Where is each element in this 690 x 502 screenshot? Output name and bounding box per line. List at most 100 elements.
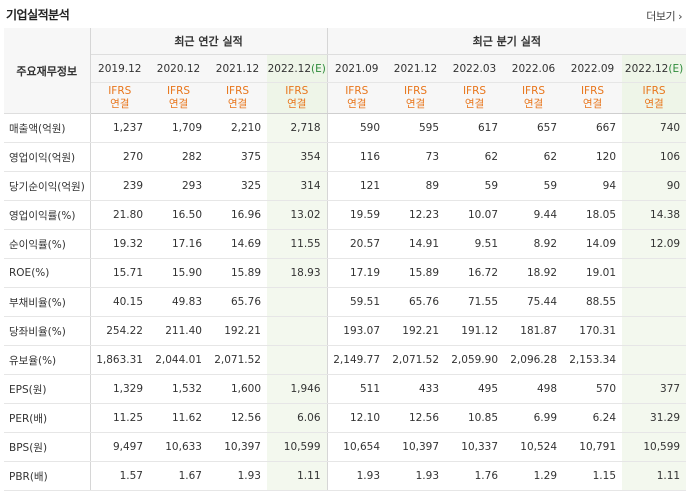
table-cell: 12.09 bbox=[622, 229, 687, 259]
table-cell: 121 bbox=[326, 171, 387, 201]
period-header: 2022.09 bbox=[563, 54, 623, 83]
table-cell: 62 bbox=[504, 142, 564, 172]
table-cell: 498 bbox=[504, 374, 564, 404]
table-cell: 377 bbox=[622, 374, 687, 404]
table-cell: 16.96 bbox=[208, 200, 267, 230]
table-cell bbox=[622, 345, 687, 375]
table-row: 당기순이익(억원) 239 293 325 314 121 89 59 59 94 90 bbox=[4, 171, 687, 201]
table-cell: 12.56 bbox=[386, 403, 446, 433]
table-cell: 11.55 bbox=[267, 229, 328, 259]
table-cell: 191.12 bbox=[445, 316, 505, 346]
table-cell: 1.11 bbox=[267, 461, 328, 491]
row-label: 당기순이익(억원) bbox=[4, 171, 91, 201]
basis-sub-label: 연결 bbox=[110, 98, 130, 110]
table-cell: 10,633 bbox=[149, 432, 208, 462]
basis-label: IFRS bbox=[642, 85, 666, 97]
table-cell: 354 bbox=[267, 142, 328, 172]
basis-sub-label: 연결 bbox=[405, 98, 426, 110]
table-cell: 73 bbox=[386, 142, 446, 172]
basis-header: IFRS 연결 bbox=[563, 82, 623, 114]
table-cell: 433 bbox=[386, 374, 446, 404]
period-label: 2021.09 bbox=[335, 62, 379, 75]
basis-label: IFRS bbox=[345, 85, 369, 97]
table-cell: 740 bbox=[622, 113, 687, 143]
basis-label: IFRS bbox=[580, 85, 605, 97]
table-cell: 31.29 bbox=[622, 403, 687, 433]
basis-label: IFRS bbox=[225, 85, 250, 97]
table-cell: 211.40 bbox=[149, 316, 208, 346]
table-cell: 10,599 bbox=[622, 432, 687, 462]
table-cell: 17.16 bbox=[149, 229, 208, 259]
row-label: 당좌비율(%) bbox=[4, 316, 91, 346]
table-cell: 62 bbox=[445, 142, 505, 172]
period-label: 2022.06 bbox=[511, 62, 556, 75]
table-cell: 9.44 bbox=[504, 200, 564, 230]
table-cell: 16.72 bbox=[445, 258, 505, 288]
table-cell bbox=[267, 287, 328, 317]
table-cell: 16.50 bbox=[149, 200, 208, 230]
section-header: 기업실적분석 더보기 › bbox=[0, 0, 690, 28]
basis-label: IFRS bbox=[285, 85, 309, 97]
table-cell: 657 bbox=[504, 113, 564, 143]
more-link[interactable]: 더보기 › bbox=[646, 8, 682, 24]
period-label: 2019.12 bbox=[98, 62, 142, 75]
table-cell: 106 bbox=[622, 142, 687, 172]
table-row: 유보율(%) 1,863.31 2,044.01 2,071.52 2,149.77 2,… bbox=[4, 345, 687, 375]
period-header: 2021.09 bbox=[326, 54, 387, 83]
basis-sub-label: 연결 bbox=[347, 98, 367, 110]
table-cell: 1.93 bbox=[208, 461, 267, 491]
period-label: 2021.12 bbox=[215, 62, 260, 75]
table-cell: 14.69 bbox=[208, 229, 267, 259]
period-header: 2021.12 bbox=[208, 54, 267, 83]
table-cell: 21.80 bbox=[90, 200, 149, 230]
period-header: 2022.03 bbox=[445, 54, 505, 83]
table-cell: 10.07 bbox=[445, 200, 505, 230]
table-cell: 116 bbox=[326, 142, 387, 172]
table-cell: 1.93 bbox=[386, 461, 446, 491]
table-row: ROE(%) 15.71 15.90 15.89 18.93 17.19 15.89 16.7… bbox=[4, 258, 687, 288]
table-cell: 1,237 bbox=[90, 113, 149, 143]
table-cell: 14.91 bbox=[386, 229, 446, 259]
table-cell: 2,059.90 bbox=[445, 345, 505, 375]
table-cell: 2,071.52 bbox=[386, 345, 446, 375]
table-cell: 10,397 bbox=[208, 432, 267, 462]
basis-label: IFRS bbox=[108, 85, 132, 97]
table-cell: 293 bbox=[149, 171, 208, 201]
period-label: 2022.09 bbox=[570, 62, 615, 75]
table-cell: 40.15 bbox=[90, 287, 149, 317]
table-cell: 49.83 bbox=[149, 287, 208, 317]
table-cell: 570 bbox=[563, 374, 623, 404]
period-label: 2022.12 bbox=[624, 62, 669, 75]
table-row: 매출액(억원) 1,237 1,709 2,210 2,718 590 595 617 657 6… bbox=[4, 113, 687, 143]
table-cell: 1.29 bbox=[504, 461, 564, 491]
table-cell: 65.76 bbox=[386, 287, 446, 317]
table-row: PER(배) 11.25 11.62 12.56 6.06 12.10 12.56 10.85… bbox=[4, 403, 687, 433]
table-cell: 1,532 bbox=[149, 374, 208, 404]
basis-header: IFRS 연결 bbox=[445, 82, 505, 114]
table-cell: 65.76 bbox=[208, 287, 267, 317]
period-header: 2022.06 bbox=[504, 54, 564, 83]
row-header-label: 주요재무정보 bbox=[4, 28, 91, 114]
period-header: 2021.12 bbox=[386, 54, 446, 83]
table-cell: 15.89 bbox=[386, 258, 446, 288]
table-cell: 12.10 bbox=[326, 403, 387, 433]
table-cell: 19.59 bbox=[326, 200, 387, 230]
financial-summary-table: 주요재무정보 최근 연간 실적 최근 분기 실적 2019.12 2020.12 2… bbox=[4, 28, 687, 491]
period-label: 2020.12 bbox=[156, 62, 201, 75]
basis-header: IFRS 연결 bbox=[208, 82, 267, 114]
chevron-right-icon: › bbox=[675, 10, 682, 23]
table-row: 부채비율(%) 40.15 49.83 65.76 59.51 65.76 71.55 75.… bbox=[4, 287, 687, 317]
table-cell: 1.93 bbox=[326, 461, 387, 491]
row-label: BPS(원) bbox=[4, 432, 91, 462]
table-cell: 10,337 bbox=[445, 432, 505, 462]
table-cell: 10,599 bbox=[267, 432, 328, 462]
table-cell: 9.51 bbox=[445, 229, 505, 259]
table-cell: 1.15 bbox=[563, 461, 623, 491]
basis-sub-label: 연결 bbox=[464, 98, 485, 110]
table-row: EPS(원) 1,329 1,532 1,600 1,946 511 433 495 498 57… bbox=[4, 374, 687, 404]
basis-sub-label: 연결 bbox=[644, 98, 664, 110]
basis-label: IFRS bbox=[166, 85, 191, 97]
table-cell: 10,524 bbox=[504, 432, 564, 462]
table-cell: 595 bbox=[386, 113, 446, 143]
period-label: 2022.12 bbox=[267, 62, 312, 75]
